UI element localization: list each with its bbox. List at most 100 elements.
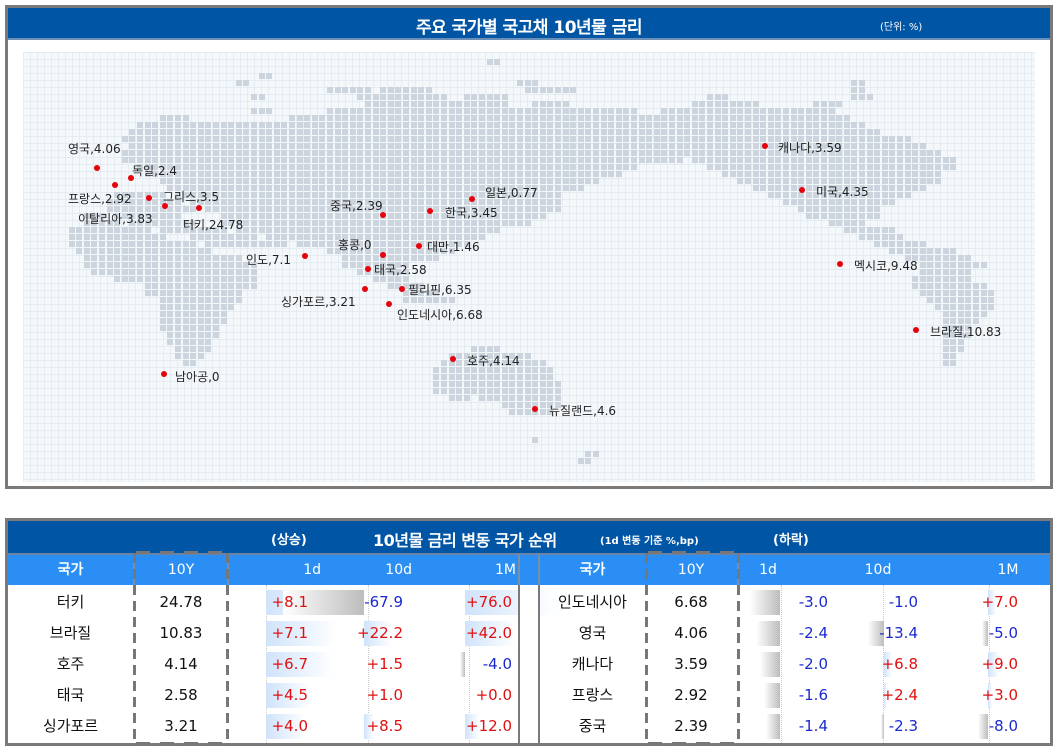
land-cell bbox=[205, 332, 211, 338]
land-cell bbox=[411, 178, 417, 184]
map-marker-0 bbox=[94, 165, 100, 171]
land-cell bbox=[213, 283, 219, 289]
land-cell bbox=[357, 108, 363, 114]
land-cell bbox=[183, 241, 189, 247]
land-cell bbox=[768, 171, 774, 177]
land-cell bbox=[114, 262, 120, 268]
land-cell bbox=[441, 374, 447, 380]
land-cell bbox=[943, 283, 949, 289]
land-cell bbox=[943, 339, 949, 345]
land-cell bbox=[593, 178, 599, 184]
land-cell bbox=[525, 360, 531, 366]
land-cell bbox=[943, 318, 949, 324]
land-cell bbox=[661, 143, 667, 149]
land-cell bbox=[722, 129, 728, 135]
land-cell bbox=[547, 171, 553, 177]
land-cell bbox=[707, 129, 713, 135]
land-cell bbox=[532, 87, 538, 93]
land-cell bbox=[213, 185, 219, 191]
land-cell bbox=[145, 262, 151, 268]
land-cell bbox=[889, 185, 895, 191]
land-cell bbox=[160, 213, 166, 219]
land-cell bbox=[411, 199, 417, 205]
land-cell bbox=[183, 115, 189, 121]
land-cell bbox=[266, 164, 272, 170]
land-cell bbox=[532, 192, 538, 198]
land-cell bbox=[175, 171, 181, 177]
land-cell bbox=[532, 409, 538, 415]
land-cell bbox=[783, 108, 789, 114]
land-cell bbox=[730, 101, 736, 107]
change-10d: -1.0 bbox=[888, 593, 918, 611]
land-cell bbox=[927, 171, 933, 177]
land-cell bbox=[578, 185, 584, 191]
land-cell bbox=[479, 150, 485, 156]
land-cell bbox=[813, 164, 819, 170]
land-cell bbox=[471, 381, 477, 387]
land-cell bbox=[456, 381, 462, 387]
land-cell bbox=[380, 234, 386, 240]
land-cell bbox=[471, 150, 477, 156]
land-cell bbox=[464, 241, 470, 247]
land-cell bbox=[91, 220, 97, 226]
land-cell bbox=[357, 269, 363, 275]
land-cell bbox=[623, 143, 629, 149]
land-cell bbox=[281, 157, 287, 163]
land-cell bbox=[198, 136, 204, 142]
land-cell bbox=[821, 164, 827, 170]
land-cell bbox=[350, 262, 356, 268]
land-cell bbox=[471, 388, 477, 394]
land-cell bbox=[540, 143, 546, 149]
land-cell bbox=[585, 164, 591, 170]
land-cell bbox=[874, 192, 880, 198]
land-cell bbox=[107, 227, 113, 233]
land-cell bbox=[547, 87, 553, 93]
land-cell bbox=[836, 213, 842, 219]
land-cell bbox=[616, 164, 622, 170]
land-cell bbox=[395, 199, 401, 205]
land-cell bbox=[540, 87, 546, 93]
land-cell bbox=[829, 206, 835, 212]
land-cell bbox=[517, 108, 523, 114]
land-cell bbox=[487, 94, 493, 100]
land-cell bbox=[532, 129, 538, 135]
land-cell bbox=[449, 388, 455, 394]
land-cell bbox=[433, 185, 439, 191]
land-cell bbox=[426, 101, 432, 107]
land-cell bbox=[228, 150, 234, 156]
land-cell bbox=[99, 248, 105, 254]
land-cell bbox=[555, 164, 561, 170]
land-cell bbox=[319, 220, 325, 226]
land-cell bbox=[137, 241, 143, 247]
land-cell bbox=[190, 192, 196, 198]
land-cell bbox=[851, 136, 857, 142]
land-cell bbox=[509, 136, 515, 142]
land-cell bbox=[411, 143, 417, 149]
land-cell bbox=[464, 108, 470, 114]
land-cell bbox=[335, 150, 341, 156]
land-cell bbox=[722, 171, 728, 177]
land-cell bbox=[943, 248, 949, 254]
land-cell bbox=[821, 199, 827, 205]
land-cell bbox=[555, 199, 561, 205]
land-cell bbox=[403, 87, 409, 93]
land-cell bbox=[471, 164, 477, 170]
land-cell bbox=[350, 213, 356, 219]
land-cell bbox=[593, 129, 599, 135]
land-cell bbox=[540, 388, 546, 394]
land-cell bbox=[137, 269, 143, 275]
land-cell bbox=[813, 206, 819, 212]
land-cell bbox=[190, 297, 196, 303]
land-cell bbox=[228, 143, 234, 149]
land-cell bbox=[715, 157, 721, 163]
map-marker-14 bbox=[362, 286, 368, 292]
land-cell bbox=[730, 108, 736, 114]
land-cell bbox=[395, 276, 401, 282]
land-cell bbox=[91, 255, 97, 261]
land-cell bbox=[183, 346, 189, 352]
land-cell bbox=[464, 199, 470, 205]
land-cell bbox=[266, 234, 272, 240]
land-cell bbox=[304, 220, 310, 226]
land-cell bbox=[950, 332, 956, 338]
land-cell bbox=[646, 115, 652, 121]
